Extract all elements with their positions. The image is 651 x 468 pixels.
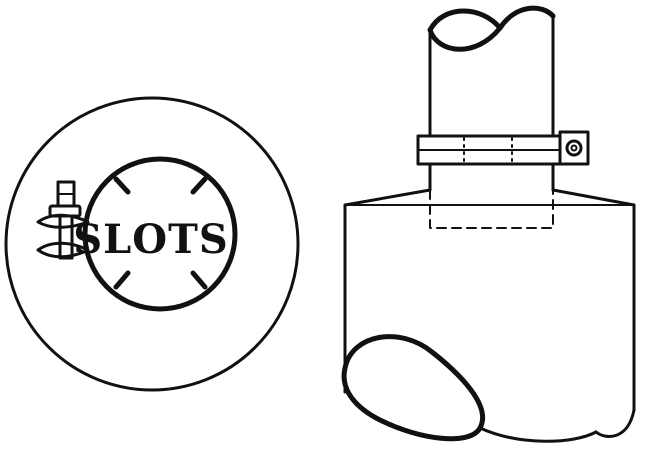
slot-mark-bottom-right	[190, 270, 208, 290]
top-view: SLOTS	[4, 96, 300, 392]
clamp-bolt	[36, 180, 90, 260]
side-view	[341, 5, 636, 443]
slots-label: SLOTS	[73, 216, 229, 263]
inner-pipe-circle	[82, 156, 238, 312]
slot-mark-top-left	[113, 176, 131, 195]
slot-mark-top-right	[190, 176, 208, 195]
clamp-band	[416, 130, 590, 166]
slot-marks	[113, 176, 208, 290]
slot-mark-bottom-left	[113, 270, 131, 290]
lower-body	[341, 188, 636, 443]
upper-pipe	[427, 5, 556, 138]
outer-ring	[4, 96, 300, 392]
hidden-pipe-end	[429, 189, 554, 229]
